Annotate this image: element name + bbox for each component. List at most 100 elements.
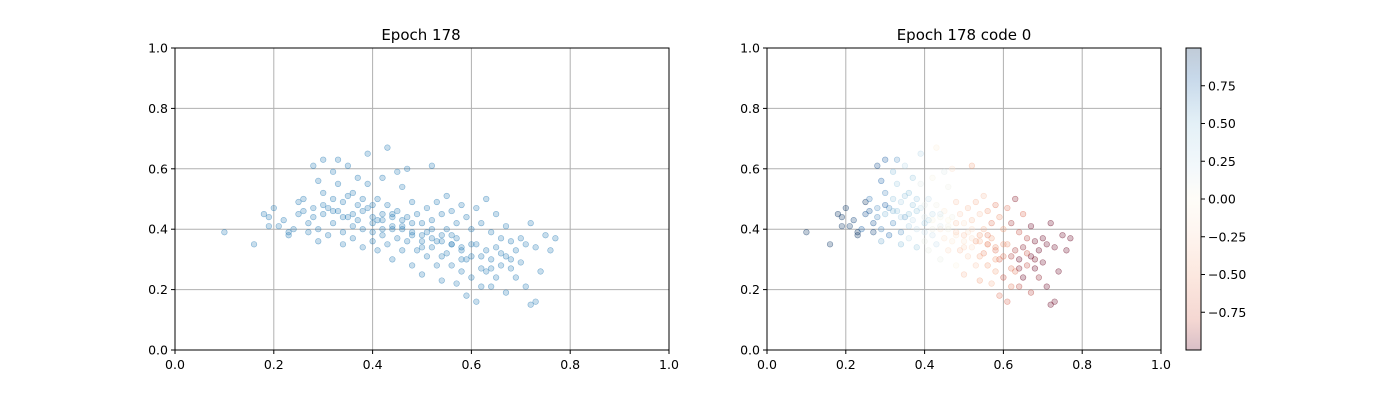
scatter-point <box>409 229 416 236</box>
scatter-point <box>992 201 999 209</box>
scatter-point <box>1043 241 1050 248</box>
scatter-point <box>897 241 905 248</box>
scatter-point <box>547 247 554 254</box>
scatter-point <box>423 229 431 236</box>
colorbar-tick-label: 0.75 <box>1208 78 1236 93</box>
scatter-point <box>305 220 312 227</box>
scatter-point <box>418 244 426 251</box>
scatter-point <box>458 244 465 251</box>
scatter-point <box>295 211 302 218</box>
scatter-point <box>394 207 401 215</box>
scatter-point <box>522 241 529 248</box>
scatter-point <box>285 232 292 239</box>
scatter-point <box>803 229 810 236</box>
scatter-point <box>502 223 510 230</box>
scatter-point <box>384 201 391 209</box>
scatter-point <box>980 226 987 233</box>
scatter-point <box>413 211 421 218</box>
scatter-point <box>1039 259 1046 266</box>
x-tick-label: 0.4 <box>915 357 935 372</box>
scatter-point <box>878 177 885 184</box>
scatter-point <box>964 204 972 212</box>
scatter-point <box>418 232 426 239</box>
x-tick-label: 0.2 <box>264 357 284 372</box>
scatter-point <box>945 226 952 233</box>
scatter-point <box>443 192 450 200</box>
colorbar-tick-label: −0.75 <box>1208 305 1246 320</box>
x-tick-label: 0.6 <box>993 357 1013 372</box>
scatter-point <box>917 150 924 157</box>
scatter-point <box>334 180 342 187</box>
y-tick-label: 0.2 <box>740 282 760 297</box>
scatter-point <box>517 259 524 266</box>
scatter-point <box>483 195 490 203</box>
chart-left-points <box>221 144 559 308</box>
scatter-point <box>532 298 539 305</box>
scatter-point <box>488 256 495 263</box>
scatter-point <box>369 220 376 227</box>
scatter-point <box>1067 235 1074 242</box>
scatter-point <box>527 220 534 227</box>
scatter-point <box>945 183 952 191</box>
scatter-point <box>433 198 440 206</box>
scatter-point <box>913 226 920 233</box>
scatter-point <box>984 232 991 239</box>
scatter-point <box>1023 235 1031 242</box>
scatter-point <box>329 168 337 175</box>
scatter-point <box>1019 211 1027 218</box>
chart-right-ticks: 0.0 0.2 0.4 0.6 0.8 1.0 0.0 0.2 0.4 0.6 0.8 1.0 <box>740 41 1171 373</box>
scatter-point <box>1047 220 1054 227</box>
scatter-point <box>1051 298 1058 305</box>
scatter-point <box>438 277 445 284</box>
scatter-point <box>874 162 881 169</box>
scatter-point <box>473 204 480 212</box>
scatter-point <box>953 262 960 269</box>
scatter-point <box>937 256 944 263</box>
scatter-point <box>339 229 347 236</box>
scatter-point <box>305 229 312 236</box>
scatter-point <box>854 232 861 239</box>
scatter-point <box>502 289 510 296</box>
scatter-point <box>473 298 480 305</box>
scatter-point <box>374 195 381 203</box>
scatter-point <box>512 274 519 281</box>
scatter-point <box>389 223 396 230</box>
scatter-point <box>349 235 356 242</box>
scatter-point <box>379 232 386 239</box>
colorbar-ticks: 0.75 0.50 0.25 0.00 −0.25 −0.50 −0.75 <box>1201 78 1246 320</box>
scatter-point <box>468 241 475 248</box>
scatter-point <box>488 283 495 290</box>
x-tick-label: 0.8 <box>1072 357 1092 372</box>
scatter-point <box>901 162 909 169</box>
colorbar-tick-label: −0.25 <box>1208 229 1246 244</box>
scatter-point <box>478 265 485 272</box>
scatter-point <box>846 223 853 230</box>
scatter-point <box>404 165 411 172</box>
scatter-point <box>270 204 277 212</box>
scatter-point <box>960 244 968 251</box>
scatter-point <box>517 235 524 242</box>
scatter-point <box>1004 204 1011 212</box>
scatter-point <box>953 198 960 206</box>
scatter-point <box>1039 235 1046 242</box>
scatter-point <box>300 195 307 203</box>
scatter-point <box>438 211 445 218</box>
scatter-point <box>960 232 968 239</box>
scatter-point <box>423 204 431 212</box>
scatter-point <box>1016 256 1023 263</box>
scatter-point <box>369 214 376 221</box>
scatter-point <box>290 226 297 233</box>
y-tick-label: 0.0 <box>148 343 168 358</box>
scatter-point <box>937 211 944 218</box>
scatter-point <box>941 168 948 175</box>
scatter-point <box>339 198 347 206</box>
scatter-point <box>893 156 901 163</box>
x-tick-label: 0.6 <box>461 357 481 372</box>
scatter-point <box>1000 274 1007 281</box>
scatter-point <box>433 238 440 245</box>
scatter-point <box>838 214 845 221</box>
scatter-point <box>968 244 975 251</box>
scatter-point <box>399 217 406 224</box>
scatter-point <box>468 274 475 281</box>
